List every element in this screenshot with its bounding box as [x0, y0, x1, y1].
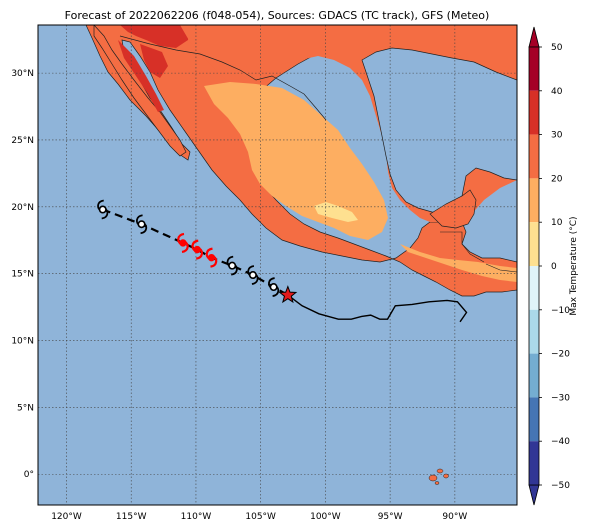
- latitude-labels: 30°N 25°N 20°N 15°N 10°N 5°N 0°: [11, 69, 34, 480]
- colorbar-segment: [529, 134, 539, 179]
- colorbar-tick-label: 40: [551, 87, 563, 97]
- latitude-tick-label: 20°N: [11, 203, 34, 213]
- colorbar-label: Max Temperature (°C): [569, 216, 579, 315]
- cyclone-eye: [207, 253, 216, 262]
- current-position-star: [278, 285, 298, 304]
- longitude-tick-label: 120°W: [51, 512, 82, 522]
- land-plateau: [204, 82, 388, 240]
- colorbar-max-triangle: [528, 26, 540, 48]
- longitude-tick-label: 90°W: [442, 512, 467, 522]
- colorbar-tick-label: −40: [551, 437, 570, 447]
- longitude-tick-label: 100°W: [310, 512, 341, 522]
- cyclone-eye: [179, 239, 187, 247]
- colorbar-tick-label: 20: [551, 174, 563, 184]
- colorbar-segment: [529, 47, 539, 91]
- cyclone-eye: [193, 245, 201, 254]
- map-area: [38, 25, 517, 505]
- colorbar-tick-label: 30: [551, 131, 563, 141]
- colorbar-tick-label: 50: [551, 43, 563, 53]
- cyclone-symbol: [191, 239, 203, 260]
- land-central-america-mild: [400, 244, 517, 282]
- central-america-borders: [440, 231, 517, 273]
- colorbar-segment: [529, 353, 539, 398]
- cyclone-eye: [137, 220, 146, 229]
- colorbar-min-triangle: [528, 484, 540, 506]
- latitude-tick-label: 10°N: [11, 337, 34, 347]
- land-hot-north: [120, 25, 190, 48]
- longitude-tick-label: 105°W: [245, 512, 276, 522]
- colorbar-tick-label: −30: [551, 393, 570, 403]
- star-shape: [278, 285, 298, 304]
- past-track-line: [287, 294, 468, 323]
- gridlines: [38, 25, 517, 505]
- colorbar-tick-label: −20: [551, 350, 570, 360]
- land-baja-hot: [118, 40, 164, 112]
- longitude-tick-label: 115°W: [116, 512, 147, 522]
- cyclone-symbol: [247, 265, 259, 285]
- land-hot-sonora: [140, 44, 168, 78]
- latitude-tick-label: 15°N: [11, 270, 34, 280]
- cyclone-eye: [228, 261, 237, 270]
- latitude-tick-label: 5°N: [17, 403, 34, 413]
- longitude-labels: 120°W 115°W 110°W 105°W 100°W 95°W 90°W: [51, 512, 467, 522]
- longitude-tick-label: 95°W: [378, 512, 403, 522]
- us-mexico-border: [119, 35, 327, 121]
- gulf-of-mexico: [361, 47, 517, 215]
- cyclone-symbol: [205, 247, 218, 268]
- land-yucatan: [429, 189, 477, 229]
- cyclone-symbol: [268, 277, 280, 297]
- cyclone-symbol: [177, 232, 189, 254]
- map-title: Forecast of 2022062206 (f048-054), Sourc…: [65, 9, 490, 22]
- cyclone-symbol: [136, 214, 148, 235]
- latitude-tick-label: 25°N: [11, 136, 34, 146]
- cyclone-symbol: [226, 255, 238, 276]
- colorbar-tick-label: 10: [551, 218, 563, 228]
- colorbar-tick-label: −50: [551, 481, 570, 491]
- cyclone-eye: [248, 271, 257, 280]
- colorbar-segment: [529, 178, 539, 223]
- colorbar: 50 40 30 20 10 0 −10 −20 −30 −40 −50: [528, 26, 570, 506]
- latitude-tick-label: 0°: [24, 470, 34, 480]
- colorbar-segment: [529, 397, 539, 442]
- storm-symbols: [97, 199, 280, 297]
- colorbar-segment: [529, 266, 539, 310]
- land-baja: [93, 25, 187, 157]
- cyclone-eye: [98, 205, 107, 214]
- colorbar-tick-label: 0: [551, 262, 557, 272]
- longitude-tick-label: 110°W: [181, 512, 212, 522]
- colorbar-segment: [529, 222, 539, 266]
- colorbar-tick-label: −10: [551, 306, 570, 316]
- colorbar-segment: [529, 309, 539, 354]
- colorbar-segment: [529, 90, 539, 135]
- map-frame: [37, 24, 518, 506]
- cyclone-symbol: [97, 199, 109, 220]
- cyclone-eye: [269, 283, 278, 292]
- galapagos-islands: [428, 468, 449, 485]
- latitude-tick-label: 30°N: [11, 69, 34, 79]
- colorbar-segment: [529, 441, 539, 485]
